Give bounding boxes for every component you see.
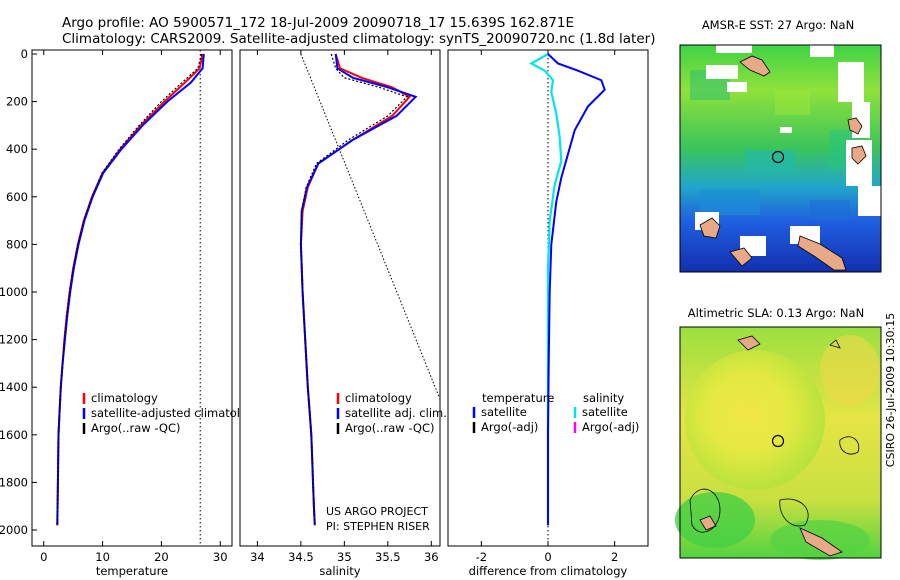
argo-line bbox=[56, 53, 202, 526]
legend-entry: satellite adj. clim. bbox=[345, 406, 447, 420]
sst-map-frame bbox=[679, 44, 882, 273]
diagonal-line bbox=[300, 53, 441, 400]
legend-entry: climatology bbox=[345, 391, 412, 405]
chart-subtitle: Climatology: CARS2009. Satellite-adjuste… bbox=[62, 31, 655, 47]
x-tick-label: 0 bbox=[544, 550, 551, 564]
sla-contours bbox=[689, 339, 860, 533]
x-tick-label: 35.5 bbox=[375, 550, 401, 564]
plot-frame bbox=[239, 49, 441, 547]
y-tick-label: 1200 bbox=[0, 333, 28, 347]
x-tick-label: 2 bbox=[611, 550, 618, 564]
sst-map: AMSR-E SST: 27 Argo: NaN bbox=[679, 18, 882, 273]
sst-float-marker bbox=[771, 150, 785, 164]
x-tick-label: 36 bbox=[424, 550, 439, 564]
y-tick-label: 400 bbox=[6, 142, 28, 156]
sla-high bbox=[685, 350, 825, 490]
legend-entry: climatology bbox=[91, 391, 158, 405]
x-tick-label: -2 bbox=[476, 550, 487, 564]
credit-pi: PI: STEPHEN RISER bbox=[326, 520, 430, 533]
sst-map-title: AMSR-E SST: 27 Argo: NaN bbox=[702, 18, 854, 32]
x-tick-label: 34 bbox=[250, 550, 265, 564]
chart-title: Argo profile: AO 5900571_172 18-Jul-2009… bbox=[62, 15, 574, 31]
legend-entry: satellite-adjusted climatology bbox=[91, 406, 261, 420]
x-axis-label: salinity bbox=[319, 564, 360, 578]
x-tick-label: 0 bbox=[40, 550, 47, 564]
x-tick-label: 30 bbox=[213, 550, 228, 564]
x-tick-label: 10 bbox=[95, 550, 110, 564]
y-tick-label: 1400 bbox=[0, 380, 28, 394]
x-axis-label: temperature bbox=[96, 564, 168, 578]
sla-map: Altimetric SLA: 0.13 Argo: NaN bbox=[675, 306, 882, 560]
legend-entry: Argo(-adj) bbox=[582, 420, 639, 434]
plot-frame bbox=[31, 49, 233, 547]
side-stamp: CSIRO 26-Jul-2009 10:30:15 bbox=[884, 313, 897, 467]
x-tick-label: 20 bbox=[154, 550, 169, 564]
legend-entry: Argo(..raw -QC) bbox=[91, 421, 181, 435]
salinity-panel: 34 34.5 35 35.5 36 salinity climatologysatelli… bbox=[239, 49, 447, 578]
credit-project: US ARGO PROJECT bbox=[326, 505, 428, 518]
sla-land bbox=[699, 335, 843, 557]
sst-land bbox=[699, 55, 867, 271]
legend-entry: Argo(..raw -QC) bbox=[345, 421, 435, 435]
legend-salinity-header: salinity bbox=[583, 391, 624, 405]
y-tick-label: 1000 bbox=[0, 285, 28, 299]
temperature-diff-line bbox=[547, 53, 606, 526]
sla-high-east bbox=[820, 335, 880, 405]
y-tick-label: 1600 bbox=[0, 428, 28, 442]
legend-entry: Argo(-adj) bbox=[481, 420, 538, 434]
sla-map-frame bbox=[679, 326, 882, 559]
y-tick-label: 2000 bbox=[0, 523, 28, 537]
y-tick-label: 600 bbox=[6, 190, 28, 204]
y-tick-label: 1800 bbox=[0, 475, 28, 489]
temperature-panel: 0 10 20 30 temperature 0 200 400 600 800 1000 1200 1… bbox=[0, 47, 261, 578]
legend-temperature-header: temperature bbox=[482, 391, 554, 405]
legend-entry: satellite bbox=[481, 405, 527, 419]
x-tick-label: 35 bbox=[337, 550, 352, 564]
legend-entry: satellite bbox=[582, 405, 628, 419]
sla-low-south bbox=[675, 492, 755, 548]
sla-float-marker bbox=[771, 434, 785, 448]
argo-line bbox=[300, 53, 409, 526]
y-tick-label: 200 bbox=[6, 95, 28, 109]
y-tick-label: 0 bbox=[21, 47, 28, 61]
y-tick-label: 800 bbox=[6, 237, 28, 251]
sla-map-title: Altimetric SLA: 0.13 Argo: NaN bbox=[688, 306, 864, 320]
x-axis-label: difference from climatology bbox=[469, 564, 628, 578]
x-tick-label: 34.5 bbox=[288, 550, 314, 564]
